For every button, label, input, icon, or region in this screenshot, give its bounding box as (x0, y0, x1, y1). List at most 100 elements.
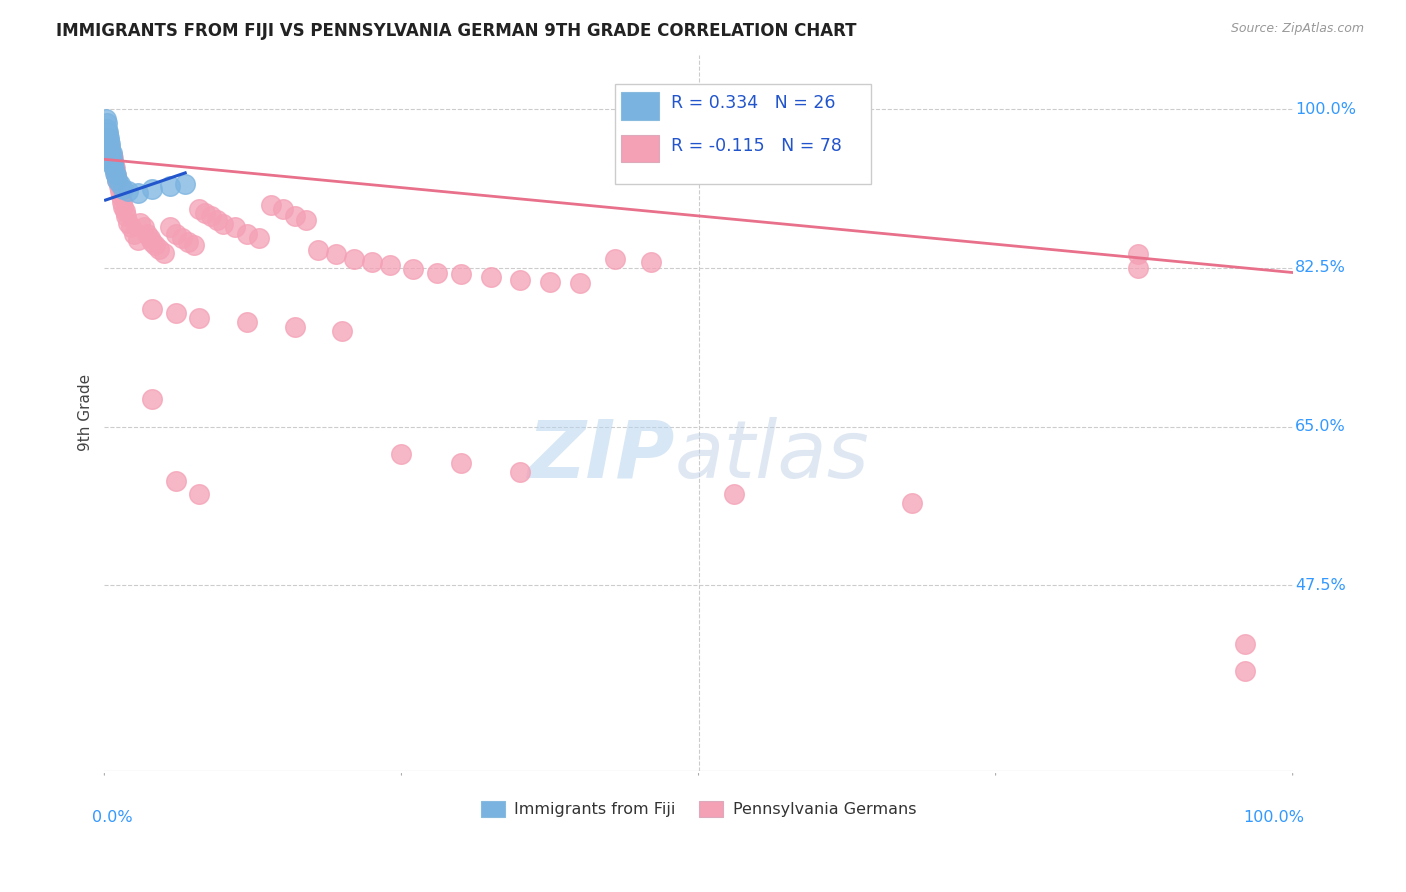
Point (188, 310, 211, 325)
Point (224, 220, 246, 235)
Point (117, 216, 139, 230)
Text: 65.0%: 65.0% (1295, 419, 1346, 434)
Point (94, 112, 117, 126)
Point (136, 227, 159, 242)
Text: 82.5%: 82.5% (1295, 260, 1346, 276)
Point (127, 186, 149, 200)
Point (104, 161, 127, 176)
Point (148, 242, 170, 256)
Point (96, 116, 118, 130)
Point (141, 392, 163, 407)
Point (283, 210, 305, 224)
Point (159, 220, 181, 235)
Point (538, 275, 561, 289)
Point (165, 306, 187, 320)
Point (98, 136, 121, 151)
Point (98, 131, 121, 145)
Point (98, 136, 121, 151)
Point (1128, 247, 1150, 261)
Point (100, 153, 122, 167)
Point (165, 474, 187, 488)
Point (104, 166, 127, 180)
Point (450, 268, 472, 282)
Point (108, 177, 131, 191)
Text: 0.0%: 0.0% (93, 810, 134, 825)
Point (271, 202, 294, 216)
Point (97, 125, 120, 139)
Point (101, 155, 124, 169)
Point (101, 159, 124, 173)
Point (98, 142, 121, 156)
Point (98, 140, 121, 154)
Point (132, 220, 155, 235)
Point (200, 210, 222, 224)
Text: 47.5%: 47.5% (1295, 577, 1346, 592)
Point (640, 254, 662, 268)
Point (98, 144, 121, 158)
Point (111, 194, 134, 209)
Point (112, 200, 135, 214)
Point (120, 220, 142, 235)
Point (138, 231, 160, 245)
Text: ZIP: ZIP (527, 417, 675, 495)
Point (110, 189, 132, 203)
Point (165, 227, 187, 242)
Point (509, 273, 531, 287)
Text: R = 0.334   N = 26: R = 0.334 N = 26 (671, 94, 835, 112)
Text: 100.0%: 100.0% (1295, 102, 1355, 117)
Point (1234, 664, 1257, 678)
Point (105, 168, 128, 182)
Point (122, 227, 145, 242)
Text: R = -0.115   N = 78: R = -0.115 N = 78 (671, 137, 842, 155)
Point (112, 182, 135, 196)
Point (96, 122, 118, 136)
Point (188, 202, 211, 216)
Point (103, 161, 125, 176)
Point (96, 125, 118, 139)
Point (114, 203, 136, 218)
Point (1234, 637, 1257, 651)
Point (325, 247, 347, 261)
Point (103, 157, 125, 171)
Point (212, 217, 235, 231)
Point (108, 184, 131, 198)
Point (402, 261, 425, 276)
Point (426, 266, 449, 280)
Point (141, 182, 163, 196)
Point (100, 150, 122, 164)
FancyBboxPatch shape (621, 136, 659, 162)
Point (107, 178, 129, 193)
Text: Source: ZipAtlas.com: Source: ZipAtlas.com (1230, 22, 1364, 36)
Point (1128, 260, 1150, 275)
Point (391, 447, 413, 461)
Y-axis label: 9th Grade: 9th Grade (79, 375, 93, 451)
Point (183, 238, 205, 252)
Point (236, 315, 259, 329)
Point (97, 131, 120, 145)
Point (194, 206, 217, 220)
Point (107, 173, 129, 187)
Point (188, 487, 211, 501)
Point (330, 325, 353, 339)
Point (378, 258, 401, 272)
Point (723, 487, 745, 501)
Point (450, 456, 472, 470)
Point (100, 148, 122, 162)
Point (207, 213, 229, 227)
Point (152, 245, 174, 260)
Point (170, 231, 193, 245)
Point (247, 231, 270, 245)
Point (100, 145, 122, 160)
Point (295, 213, 318, 227)
Point (107, 173, 129, 187)
Point (105, 168, 128, 182)
Text: atlas: atlas (675, 417, 869, 495)
Point (127, 233, 149, 247)
Point (568, 277, 591, 291)
Point (605, 252, 627, 266)
FancyBboxPatch shape (621, 93, 659, 120)
Point (901, 496, 924, 510)
Point (98, 134, 121, 148)
Point (260, 197, 283, 211)
Point (307, 243, 329, 257)
